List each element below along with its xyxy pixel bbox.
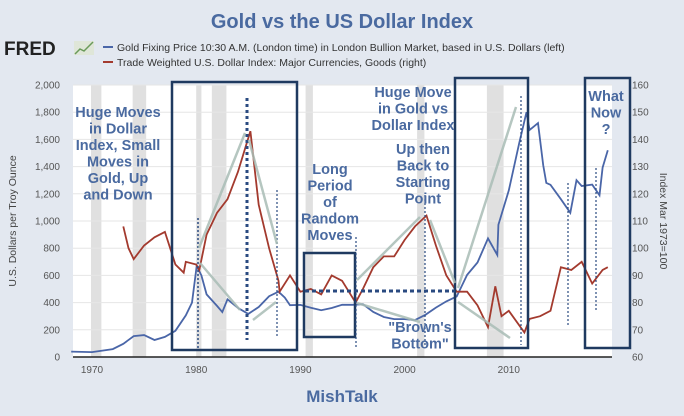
y-tick-right: 160 — [632, 81, 649, 92]
y-tick-right: 70 — [632, 325, 644, 336]
y-tick-left: 1,400 — [35, 162, 60, 173]
trend-arrow — [252, 301, 277, 321]
annotation-text: Moves in — [87, 155, 149, 171]
trend-arrow — [428, 219, 457, 284]
y-tick-left: 1,200 — [35, 189, 60, 200]
annotation-text: "Brown's — [388, 320, 452, 336]
y-axis-right-label: Index Mar 1973=100 — [657, 173, 669, 270]
annotation-text: Bottom" — [391, 337, 449, 353]
trend-arrow — [356, 216, 421, 281]
chart-title: Gold vs the US Dollar Index — [211, 11, 473, 33]
trend-arrow — [247, 139, 279, 245]
y-tick-left: 1,800 — [35, 108, 60, 119]
annotation-text: Index, Small — [76, 138, 161, 154]
y-tick-left: 2,000 — [35, 81, 60, 92]
annotation-text: Huge Move — [374, 85, 451, 101]
x-tick: 2000 — [393, 365, 416, 376]
fred-logo: FRED — [4, 39, 56, 60]
annotation-text: Point — [405, 192, 441, 208]
y-tick-right: 60 — [632, 353, 644, 364]
y-tick-right: 100 — [632, 244, 649, 255]
x-tick: 1970 — [81, 365, 104, 376]
annotation-box — [583, 76, 632, 350]
y-tick-right: 150 — [632, 108, 649, 119]
y-tick-right: 90 — [632, 271, 644, 282]
annotation-text: in Gold vs — [378, 102, 448, 118]
x-tick: 2010 — [498, 365, 521, 376]
y-tick-left: 400 — [43, 298, 60, 309]
trend-arrow — [457, 300, 511, 340]
y-tick-right: 140 — [632, 135, 649, 146]
annotation-text: Gold, Up — [88, 171, 149, 187]
y-tick-left: 800 — [43, 244, 60, 255]
trend-arrow — [456, 106, 518, 289]
legend-gold: Gold Fixing Price 10:30 A.M. (London tim… — [117, 42, 565, 54]
annotation-text: Random — [301, 212, 359, 228]
y-tick-left: 0 — [54, 353, 60, 364]
legend: Gold Fixing Price 10:30 A.M. (London tim… — [103, 42, 565, 69]
y-tick-right: 80 — [632, 298, 644, 309]
annotation-text: ? — [602, 122, 611, 138]
y-tick-left: 1,600 — [35, 135, 60, 146]
annotation-text: Back to — [397, 159, 450, 175]
annotation-box — [170, 80, 299, 352]
annotation-text: Huge Moves — [75, 105, 160, 121]
y-tick-left: 200 — [43, 325, 60, 336]
y-tick-right: 110 — [632, 217, 648, 228]
y-tick-right: 130 — [632, 162, 649, 173]
y-tick-right: 120 — [632, 189, 649, 200]
annotation-text: Long — [312, 162, 347, 178]
trend-arrow — [356, 301, 421, 324]
y-tick-left: 600 — [43, 271, 60, 282]
y-axis-left-label: U.S. Dollars per Troy Ounce — [7, 155, 19, 286]
x-tick: 1990 — [289, 365, 312, 376]
trend-arrow — [197, 132, 247, 249]
y-tick-left: 1,000 — [35, 217, 60, 228]
fred-logo-graph-icon — [74, 41, 94, 55]
annotation-text: of — [323, 195, 337, 211]
annotation-text: in Dollar — [89, 122, 147, 138]
annotation-text: What — [588, 89, 624, 105]
trend-arrow — [199, 262, 241, 311]
source-credit: MishTalk — [306, 387, 378, 406]
annotation-text: Up then — [396, 142, 450, 158]
annotation-text: Dollar Index — [372, 118, 455, 134]
annotation-text: Now — [591, 106, 622, 122]
annotation-box — [453, 76, 530, 350]
annotation-text: Period — [307, 179, 352, 195]
annotation-box — [302, 251, 357, 339]
annotation-text: Starting — [396, 175, 451, 191]
annotation-text: Moves — [307, 228, 352, 244]
x-tick: 1980 — [185, 365, 208, 376]
legend-dollar-index: Trade Weighted U.S. Dollar Index: Major … — [117, 57, 426, 69]
annotation-text: and Down — [83, 188, 152, 204]
